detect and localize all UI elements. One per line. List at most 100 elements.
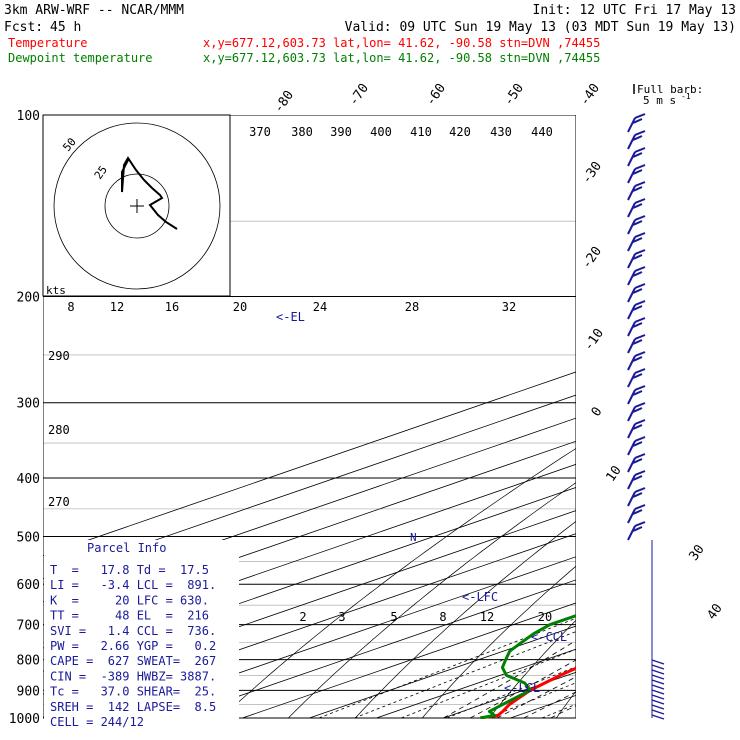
wind-barb-staff	[627, 304, 636, 320]
wind-barb-flag	[634, 300, 646, 306]
plot-frame	[43, 115, 576, 719]
wind-barb-flag	[632, 509, 643, 515]
theta-label-400: 400	[370, 125, 392, 139]
wind-barb-flag	[634, 351, 646, 357]
wind-barb-flag	[632, 305, 643, 311]
theta-labels: 370 380 390 400 410 420 430 440	[249, 125, 553, 139]
wind-barb-flag	[632, 441, 643, 447]
barb-legend-title: Full barb:	[637, 83, 703, 96]
wind-barb-staff	[627, 491, 636, 507]
mixing-ratio-label-5: 5	[390, 610, 397, 624]
wind-barb-staff	[627, 389, 636, 405]
wind-barb-low	[651, 674, 665, 680]
wind-barb-low	[651, 709, 665, 715]
speed-tick-28: 28	[405, 300, 419, 314]
wind-barb	[627, 334, 646, 354]
mixing-ratio-label-3: 3	[338, 610, 345, 624]
pressure-tick-600: 600	[17, 578, 40, 593]
wind-barb	[627, 368, 646, 388]
wind-barb-staff	[627, 525, 636, 541]
pressure-tick-400: 400	[17, 472, 40, 487]
wind-barb-flag	[634, 317, 646, 323]
isotherm--20	[242, 602, 576, 719]
wind-barb-flag	[632, 526, 643, 532]
parcel-info-row: CAPE = 627 SWEAT= 267	[50, 654, 216, 668]
level-markers: <-EL <-LFC <-CCL <-LCL	[276, 310, 567, 695]
hodograph: 25 50 kts	[42, 114, 231, 297]
wind-barb	[627, 385, 646, 405]
wind-barb-low	[651, 704, 665, 710]
speed-tick-16: 16	[165, 300, 179, 314]
barb-legend-value: 5 m s	[643, 94, 676, 107]
isotherm-label-30: 30	[686, 542, 707, 563]
wind-barb-staff	[627, 372, 636, 388]
ccl-marker: <-CCL	[531, 630, 567, 644]
pressure-tick-1000: 1000	[9, 712, 40, 727]
wind-barb-flag	[634, 487, 646, 493]
left-theta-label-290: 290	[48, 349, 70, 363]
wind-barb	[627, 283, 646, 303]
wind-barb-flag	[632, 169, 643, 175]
isotherm--40	[108, 556, 576, 719]
wind-barb-flag	[632, 492, 643, 498]
wind-barb	[627, 164, 646, 184]
theta-label-410: 410	[410, 125, 432, 139]
wind-barb-staff	[627, 236, 636, 252]
left-theta-label-280: 280	[48, 423, 70, 437]
wind-barb-flag	[634, 419, 646, 425]
wind-barb-flag	[634, 147, 646, 153]
wind-barb	[627, 181, 646, 201]
wind-barb-flag	[634, 130, 646, 136]
wind-barb-staff	[627, 406, 636, 422]
wind-barb-staff	[627, 185, 636, 201]
wind-barb	[627, 436, 646, 456]
wind-barb-staff	[627, 134, 636, 150]
isotherm-labels: -80 -70 -60 -50 -40 -30 -20 -10 0 10 30 …	[271, 81, 726, 623]
parcel-info-row: SVI = 1.4 CCL = 736.	[50, 624, 216, 638]
dry-adiabat-290	[489, 619, 576, 719]
theta-label-380: 380	[291, 125, 313, 139]
parcel-info-row: TT = 48 EL = 216	[50, 609, 209, 623]
wind-barb-low	[651, 669, 665, 675]
speed-tick-24: 24	[313, 300, 327, 314]
isotherm-0	[376, 648, 576, 719]
wind-barb	[627, 130, 646, 150]
wind-barb-low	[651, 689, 665, 695]
pressure-tick-500: 500	[17, 530, 40, 545]
wind-barb-flag	[634, 215, 646, 221]
mixing-ratio-labels: 2 3 5 8 12 20	[299, 610, 552, 624]
parcel-info-row: Tc = 37.0 SHEAR= 25.	[50, 685, 216, 699]
wind-barb	[627, 300, 646, 320]
wind-barb-flag	[632, 407, 643, 413]
moist-adiabat-18	[496, 676, 576, 719]
wind-barb-staff	[627, 168, 636, 184]
isotherm--60	[43, 510, 576, 695]
pressure-axis: 100 200 300 400 500 600 700 800 900 1000	[9, 109, 40, 727]
wind-barb-flag	[634, 453, 646, 459]
isotherm-label-m10: -10	[581, 326, 607, 354]
lcl-marker: <-LCL	[504, 681, 540, 695]
isotherm--50	[43, 533, 576, 718]
wind-barb-flag	[634, 436, 646, 442]
speed-tick-8: 8	[67, 300, 74, 314]
wind-barb-flag	[632, 118, 643, 124]
isotherm-label-m30: -30	[579, 159, 605, 187]
hodograph-ring-outer	[53, 122, 221, 290]
wind-barb-staff	[627, 440, 636, 456]
parcel-origin-marker: N	[410, 531, 417, 544]
wind-barb-staff	[627, 287, 636, 303]
wind-barb-flag	[634, 334, 646, 340]
forecast-label: Fcst:	[4, 20, 43, 35]
wind-barb-flag	[632, 475, 643, 481]
mixing-ratio-line-3	[354, 631, 576, 719]
wind-barb-staff	[627, 423, 636, 439]
lfc-marker: <-LFC	[462, 590, 498, 604]
moist-adiabat-22	[523, 691, 576, 719]
hodograph-ring-label-25: 25	[92, 163, 110, 181]
wind-barb	[627, 351, 646, 371]
wind-barb-flag	[632, 135, 643, 141]
moist-adiabat-26	[550, 705, 576, 719]
wind-barb-flag	[634, 232, 646, 238]
wind-barb	[627, 470, 646, 490]
